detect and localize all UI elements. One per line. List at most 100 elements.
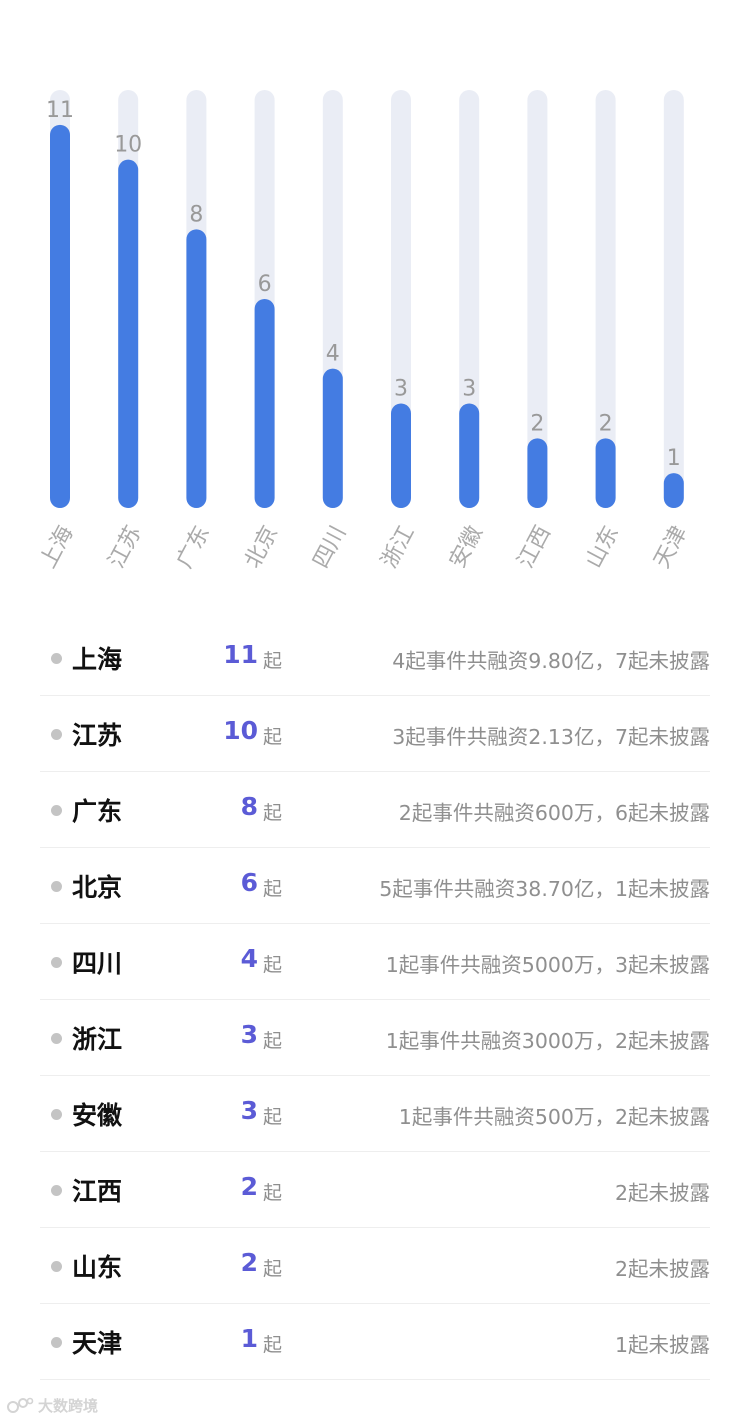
event-count: 3 <box>240 1096 258 1125</box>
bar[interactable] <box>322 368 343 508</box>
data-label: 10 <box>114 133 142 158</box>
data-label: 2 <box>530 411 544 436</box>
bullet-dot <box>51 1033 62 1044</box>
watermark: 大数跨境 <box>6 1394 98 1416</box>
bullet-dot <box>51 1185 62 1196</box>
bar[interactable] <box>391 403 411 509</box>
count-unit: 起 <box>263 726 283 748</box>
count-unit: 起 <box>263 1030 283 1052</box>
funding-summary: 1起未披露 <box>614 1333 710 1357</box>
funding-summary: 2起未披露 <box>614 1257 710 1281</box>
region-name: 安徽 <box>72 1101 123 1130</box>
data-label: 11 <box>46 98 74 123</box>
event-count: 3 <box>240 1020 258 1049</box>
list-item[interactable]: 四川 4 起 1起事件共融资5000万，3起未披露 <box>40 924 710 1000</box>
event-count: 4 <box>240 944 258 973</box>
funding-summary: 1起事件共融资3000万，2起未披露 <box>385 1029 710 1053</box>
list-item[interactable]: 天津 1 起 1起未披露 <box>40 1304 710 1380</box>
funding-summary: 2起未披露 <box>614 1181 710 1205</box>
region-name: 广东 <box>72 797 123 826</box>
bar-track <box>663 90 684 508</box>
count-unit: 起 <box>263 802 283 824</box>
bar[interactable] <box>50 124 70 508</box>
bullet-dot <box>51 805 62 816</box>
region-name: 江西 <box>72 1177 123 1206</box>
funding-summary: 5起事件共融资38.70亿，1起未披露 <box>379 877 710 901</box>
count-unit: 起 <box>263 878 283 900</box>
list-item[interactable]: 安徽 3 起 1起事件共融资500万，2起未披露 <box>40 1076 710 1152</box>
bar[interactable] <box>459 403 480 509</box>
region-list: 上海 11 起 4起事件共融资9.80亿，7起未披露 江苏 10 起 3起事件共… <box>40 620 710 1380</box>
region-name: 北京 <box>72 873 123 902</box>
bar-chart: 11 上海 10 江苏 8 广东 6 北京 4 四川 3 浙江 3 安徽 2 江西 2 山东 1 天津 <box>36 90 693 573</box>
brand-logo-icon <box>7 1397 34 1413</box>
event-count: 2 <box>240 1172 258 1201</box>
count-unit: 起 <box>263 650 283 672</box>
list-item[interactable]: 上海 11 起 4起事件共融资9.80亿，7起未披露 <box>40 620 710 696</box>
funding-summary: 1起事件共融资500万，2起未披露 <box>398 1105 710 1129</box>
funding-summary: 3起事件共融资2.13亿，7起未披露 <box>392 725 710 749</box>
data-label: 2 <box>599 411 613 436</box>
x-tick-label: 广东 <box>172 522 215 573</box>
bar[interactable] <box>527 438 548 508</box>
bullet-dot <box>51 653 62 664</box>
bar-track <box>595 90 616 508</box>
x-tick-label: 安徽 <box>445 522 488 573</box>
region-name: 四川 <box>72 949 123 978</box>
list-item[interactable]: 江苏 10 起 3起事件共融资2.13亿，7起未披露 <box>40 696 710 772</box>
event-count: 2 <box>240 1248 258 1277</box>
count-unit: 起 <box>263 1182 283 1204</box>
funding-summary: 2起事件共融资600万，6起未披露 <box>398 801 710 825</box>
data-label: 1 <box>667 446 681 471</box>
count-unit: 起 <box>263 1106 283 1128</box>
data-label: 3 <box>394 377 408 402</box>
bullet-dot <box>51 1109 62 1120</box>
list-item[interactable]: 北京 6 起 5起事件共融资38.70亿，1起未披露 <box>40 848 710 924</box>
bar[interactable] <box>595 438 616 508</box>
count-unit: 起 <box>263 1334 283 1356</box>
region-name: 山东 <box>72 1253 123 1282</box>
list-item[interactable]: 浙江 3 起 1起事件共融资3000万，2起未披露 <box>40 1000 710 1076</box>
region-name: 江苏 <box>72 721 123 750</box>
bar[interactable] <box>254 299 275 508</box>
bullet-dot <box>51 1337 62 1348</box>
list-item[interactable]: 广东 8 起 2起事件共融资600万，6起未披露 <box>40 772 710 848</box>
x-tick-label: 浙江 <box>377 522 420 573</box>
data-label: 8 <box>189 202 203 227</box>
x-tick-label: 江西 <box>513 522 556 573</box>
event-count: 10 <box>223 716 258 745</box>
bullet-dot <box>51 1261 62 1272</box>
region-name: 浙江 <box>72 1025 123 1054</box>
list-item[interactable]: 江西 2 起 2起未披露 <box>40 1152 710 1228</box>
bar-track <box>527 90 548 508</box>
data-label: 3 <box>462 377 476 402</box>
count-unit: 起 <box>263 954 283 976</box>
bullet-dot <box>51 729 62 740</box>
bar-track <box>459 90 480 508</box>
region-name: 上海 <box>72 645 123 674</box>
event-count: 1 <box>240 1324 258 1353</box>
x-tick-label: 四川 <box>309 522 352 573</box>
data-label: 6 <box>258 272 272 297</box>
event-count: 8 <box>240 792 258 821</box>
event-count: 11 <box>223 640 258 669</box>
bullet-dot <box>51 957 62 968</box>
bar[interactable] <box>118 159 139 508</box>
list-item[interactable]: 山东 2 起 2起未披露 <box>40 1228 710 1304</box>
x-tick-label: 天津 <box>650 522 693 573</box>
funding-summary: 1起事件共融资5000万，3起未披露 <box>385 953 710 977</box>
x-tick-label: 北京 <box>240 522 283 573</box>
event-count: 6 <box>240 868 258 897</box>
bar[interactable] <box>663 473 684 508</box>
funding-summary: 4起事件共融资9.80亿，7起未披露 <box>392 649 710 673</box>
count-unit: 起 <box>263 1258 283 1280</box>
x-tick-label: 山东 <box>581 522 624 573</box>
watermark-text: 大数跨境 <box>38 1396 99 1415</box>
region-name: 天津 <box>72 1329 123 1358</box>
data-label: 4 <box>326 342 340 367</box>
bar-track <box>391 90 411 508</box>
bar[interactable] <box>186 229 207 509</box>
x-tick-label: 上海 <box>36 522 79 573</box>
x-tick-label: 江苏 <box>104 522 147 573</box>
bullet-dot <box>51 881 62 892</box>
